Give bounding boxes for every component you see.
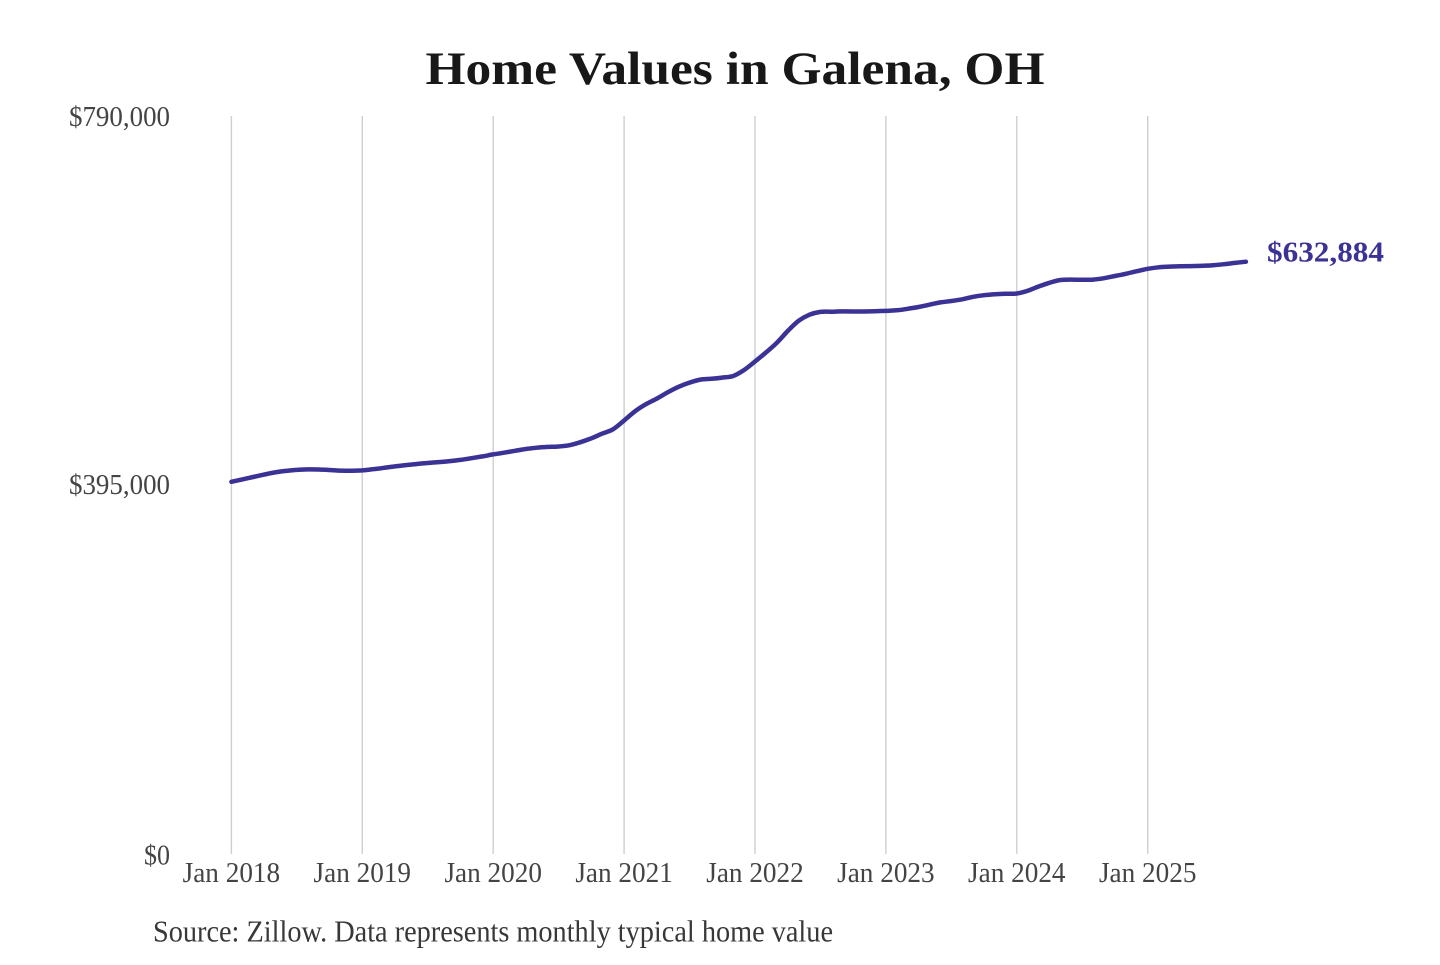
svg-text:Jan 2024: Jan 2024 (968, 857, 1066, 889)
svg-text:$0: $0 (144, 840, 170, 872)
svg-text:Jan 2019: Jan 2019 (314, 857, 412, 889)
svg-text:$632,884: $632,884 (1267, 237, 1384, 269)
svg-text:Jan 2018: Jan 2018 (183, 857, 281, 889)
svg-text:Jan 2025: Jan 2025 (1099, 857, 1197, 889)
svg-text:Jan 2020: Jan 2020 (444, 857, 542, 889)
svg-text:Jan 2021: Jan 2021 (575, 857, 673, 889)
svg-text:$395,000: $395,000 (69, 469, 170, 501)
svg-text:Source: Zillow. Data represent: Source: Zillow. Data represents monthly … (153, 914, 833, 949)
svg-text:$790,000: $790,000 (69, 101, 170, 133)
svg-text:Home Values in Galena, OH: Home Values in Galena, OH (426, 43, 1045, 95)
svg-text:Jan 2023: Jan 2023 (837, 857, 935, 889)
svg-text:Jan 2022: Jan 2022 (706, 857, 804, 889)
